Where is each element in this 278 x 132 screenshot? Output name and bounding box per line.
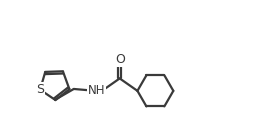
Text: S: S: [36, 83, 44, 96]
Text: O: O: [115, 53, 125, 66]
Text: NH: NH: [88, 84, 105, 97]
